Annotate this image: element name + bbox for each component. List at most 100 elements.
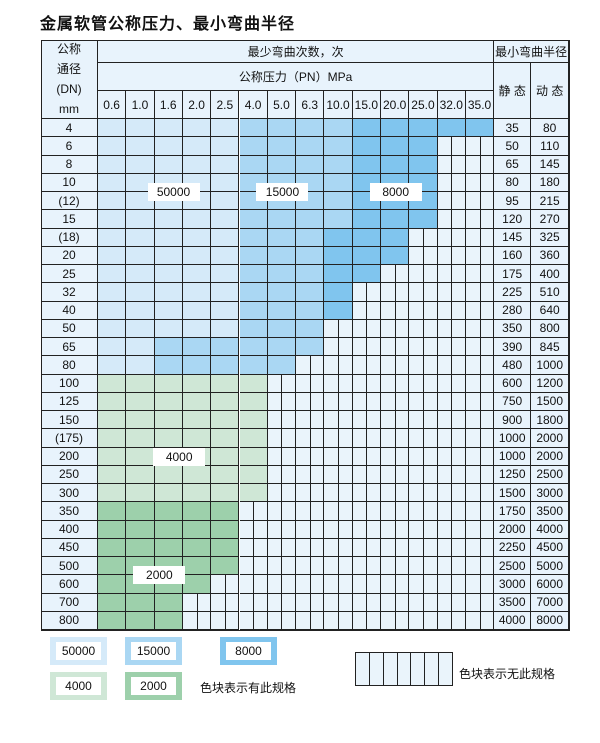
no-spec-cell	[437, 392, 466, 411]
no-spec-cell	[381, 465, 410, 484]
pressure-col-header: 35.0	[465, 91, 495, 119]
dynamic-radius-cell: 3500	[531, 502, 570, 521]
unavailable-swatch	[355, 652, 453, 686]
pressure-col-header: 15.0	[352, 91, 381, 119]
no-spec-cell	[324, 429, 353, 448]
spec-cell-8000	[324, 301, 353, 320]
no-spec-cell	[465, 484, 495, 503]
spec-table: 公称 通径 (DN) mm 最少弯曲次数，次 公称压力（PN）MPa 0.6 1.0 1.6 2.…	[41, 40, 570, 630]
spec-cell-4000	[239, 392, 268, 411]
spec-cell-8000	[381, 155, 410, 174]
no-spec-cell	[409, 411, 438, 430]
no-spec-cell	[352, 411, 381, 430]
static-radius-cell: 65	[494, 155, 532, 174]
no-spec-cell	[296, 392, 325, 411]
no-spec-cell	[465, 173, 495, 192]
spec-cell-4000	[98, 392, 127, 411]
spec-cell-15000	[267, 301, 297, 320]
no-spec-cell	[465, 338, 495, 357]
no-spec-cell	[239, 502, 268, 521]
spec-cell-4000	[211, 374, 240, 393]
no-spec-cell	[437, 611, 466, 630]
no-spec-cell	[465, 447, 495, 466]
no-spec-cell	[296, 447, 325, 466]
spec-cell-8000	[381, 137, 410, 156]
no-spec-cell	[324, 374, 353, 393]
no-spec-cell	[409, 538, 438, 557]
no-spec-cell	[409, 283, 438, 302]
no-spec-cell	[352, 575, 381, 594]
spec-cell-50000	[98, 246, 127, 265]
spec-cell-15000	[239, 119, 268, 138]
spec-cell-50000	[98, 301, 127, 320]
no-spec-cell	[409, 246, 438, 265]
static-radius-cell: 1250	[494, 465, 532, 484]
spec-cell-50000	[154, 319, 183, 338]
no-spec-cell	[465, 137, 495, 156]
spec-cell-4000	[126, 447, 155, 466]
dn-cell: 600	[41, 575, 98, 594]
spec-cell-2000	[126, 611, 155, 630]
dn-cell: 25	[41, 265, 98, 284]
spec-cell-4000	[211, 392, 240, 411]
spec-cell-15000	[239, 265, 268, 284]
spec-cell-15000	[267, 228, 297, 247]
spec-cell-50000	[211, 301, 240, 320]
spec-cell-8000	[324, 246, 353, 265]
spec-cell-2000	[98, 575, 127, 594]
spec-cell-8000	[352, 137, 381, 156]
spec-cell-15000	[267, 319, 297, 338]
spec-cell-50000	[98, 173, 127, 192]
spec-cell-50000	[211, 228, 240, 247]
no-spec-cell	[465, 155, 495, 174]
no-spec-cell	[409, 356, 438, 375]
spec-cell-4000	[239, 429, 268, 448]
no-spec-cell	[465, 374, 495, 393]
spec-cell-15000	[324, 155, 353, 174]
legend-label: 8000	[226, 642, 271, 660]
spec-cell-50000	[211, 173, 240, 192]
no-spec-cell	[324, 411, 353, 430]
spec-cell-4000	[211, 429, 240, 448]
dynamic-radius-cell: 2000	[531, 447, 570, 466]
spec-cell-2000	[211, 502, 240, 521]
static-radius-cell: 1750	[494, 502, 532, 521]
no-spec-cell	[409, 301, 438, 320]
pressure-col-header: 20.0	[381, 91, 410, 119]
no-spec-cell	[352, 611, 381, 630]
no-spec-cell	[324, 319, 353, 338]
dn-cell: 15	[41, 210, 98, 229]
dynamic-radius-cell: 3000	[531, 484, 570, 503]
spec-cell-4000	[182, 429, 212, 448]
pressure-col-header: 10.0	[324, 91, 353, 119]
pressure-col-header: 2.5	[211, 91, 240, 119]
spec-cell-50000	[98, 319, 127, 338]
dynamic-radius-cell: 845	[531, 338, 570, 357]
no-spec-cell	[352, 392, 381, 411]
spec-cell-15000	[296, 119, 325, 138]
spec-cell-15000	[296, 319, 325, 338]
spec-cell-15000	[296, 265, 325, 284]
dn-header-line: 通径	[56, 62, 81, 76]
no-spec-cell	[437, 137, 466, 156]
static-radius-cell: 900	[494, 411, 532, 430]
no-spec-cell	[437, 265, 466, 284]
no-spec-cell	[352, 484, 381, 503]
spec-cell-2000	[154, 611, 183, 630]
static-radius-cell: 2250	[494, 538, 532, 557]
static-radius-cell: 50	[494, 137, 532, 156]
spec-cell-2000	[98, 557, 127, 576]
spec-cell-15000	[239, 283, 268, 302]
spec-cell-15000	[296, 210, 325, 229]
spec-cell-2000	[98, 593, 127, 612]
no-spec-cell	[437, 228, 466, 247]
spec-cell-2000	[182, 575, 212, 594]
spec-cell-4000	[211, 465, 240, 484]
spec-cell-50000	[154, 246, 183, 265]
no-spec-cell	[409, 593, 438, 612]
spec-cell-50000	[211, 155, 240, 174]
spec-cell-15000	[296, 301, 325, 320]
dn-cell: 6	[41, 137, 98, 156]
available-note: 色块表示有此规格	[200, 681, 297, 695]
legend-4000: 4000	[50, 672, 107, 700]
